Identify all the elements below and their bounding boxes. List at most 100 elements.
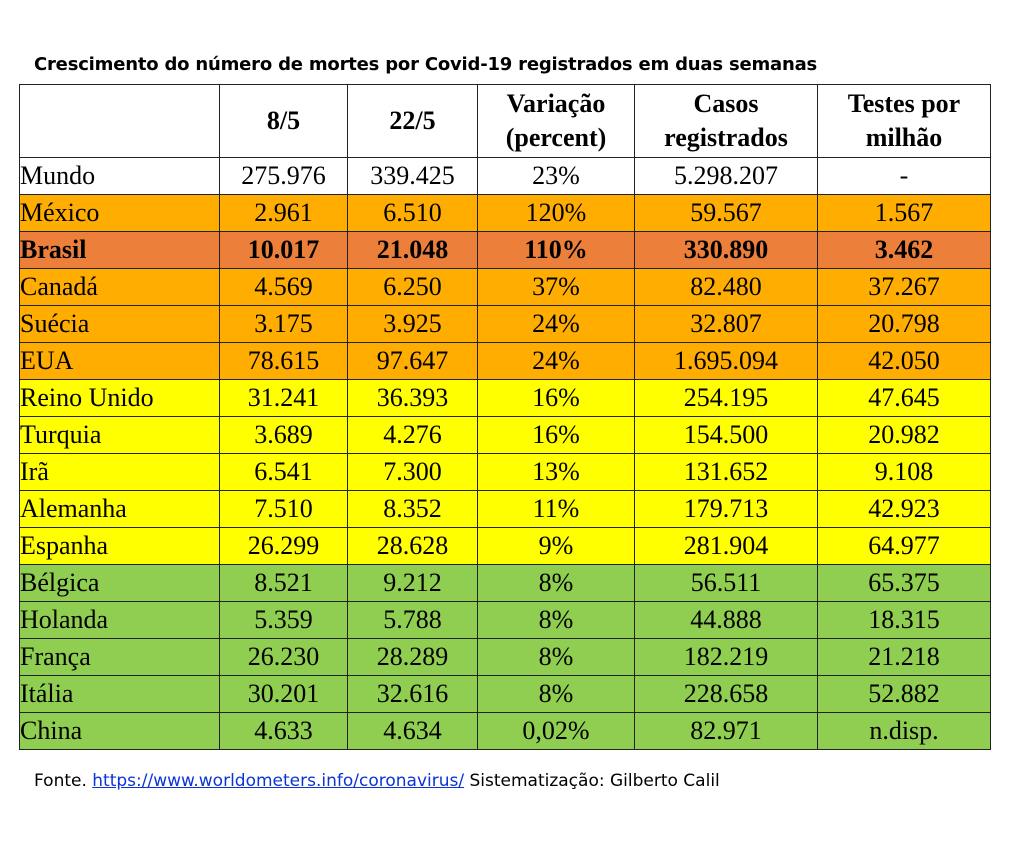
header-variation: Variação (percent) (477, 84, 635, 158)
table-row: China 4.633 4.634 0,02% 82.971 n.disp. (19, 712, 991, 750)
cell-country: Alemanha (19, 490, 220, 528)
cell-country: França (19, 638, 220, 676)
cell-country: Mundo (19, 157, 220, 195)
cell-cases: 154.500 (634, 416, 818, 454)
cell-variation: 24% (477, 305, 635, 343)
cell-deaths-22-5: 28.628 (347, 527, 478, 565)
table-row: Canadá 4.569 6.250 37% 82.480 37.267 (19, 268, 991, 306)
cell-variation: 11% (477, 490, 635, 528)
covid-deaths-table: 8/5 22/5 Variação (percent) Casos regist… (19, 84, 991, 750)
cell-country: Canadá (19, 268, 220, 306)
cell-deaths-22-5: 3.925 (347, 305, 478, 343)
cell-tests: 1.567 (817, 194, 991, 232)
cell-deaths-22-5: 9.212 (347, 564, 478, 602)
source-prefix: Fonte. (34, 771, 93, 791)
cell-tests: 37.267 (817, 268, 991, 306)
cell-variation: 16% (477, 379, 635, 417)
cell-tests: 64.977 (817, 527, 991, 565)
cell-variation: 16% (477, 416, 635, 454)
cell-deaths-8-5: 3.175 (219, 305, 348, 343)
cell-deaths-22-5: 7.300 (347, 453, 478, 491)
cell-deaths-8-5: 78.615 (219, 342, 348, 380)
cell-deaths-22-5: 339.425 (347, 157, 478, 195)
cell-deaths-8-5: 3.689 (219, 416, 348, 454)
cell-variation: 13% (477, 453, 635, 491)
cell-cases: 32.807 (634, 305, 818, 343)
header-tests: Testes por milhão (817, 84, 991, 158)
table-row: Itália 30.201 32.616 8% 228.658 52.882 (19, 675, 991, 713)
cell-deaths-8-5: 275.976 (219, 157, 348, 195)
cell-variation: 120% (477, 194, 635, 232)
cell-deaths-22-5: 5.788 (347, 601, 478, 639)
cell-variation: 24% (477, 342, 635, 380)
cell-country: Reino Unido (19, 379, 220, 417)
cell-cases: 56.511 (634, 564, 818, 602)
cell-cases: 281.904 (634, 527, 818, 565)
cell-deaths-8-5: 4.569 (219, 268, 348, 306)
cell-country: Brasil (19, 231, 220, 269)
cell-deaths-8-5: 4.633 (219, 712, 348, 750)
cell-country: China (19, 712, 220, 750)
cell-deaths-22-5: 6.250 (347, 268, 478, 306)
cell-country: Holanda (19, 601, 220, 639)
cell-country: Suécia (19, 305, 220, 343)
cell-deaths-22-5: 8.352 (347, 490, 478, 528)
header-date-8-5: 8/5 (219, 84, 348, 158)
cell-variation: 0,02% (477, 712, 635, 750)
cell-country: Espanha (19, 527, 220, 565)
cell-cases: 1.695.094 (634, 342, 818, 380)
cell-tests: 20.798 (817, 305, 991, 343)
cell-variation: 8% (477, 675, 635, 713)
cell-variation: 23% (477, 157, 635, 195)
cell-deaths-22-5: 6.510 (347, 194, 478, 232)
cell-deaths-8-5: 2.961 (219, 194, 348, 232)
page-title: Crescimento do número de mortes por Covi… (34, 54, 818, 75)
cell-tests: - (817, 157, 991, 195)
cell-deaths-22-5: 28.289 (347, 638, 478, 676)
cell-cases: 228.658 (634, 675, 818, 713)
table-row: França 26.230 28.289 8% 182.219 21.218 (19, 638, 991, 676)
cell-cases: 82.971 (634, 712, 818, 750)
cell-cases: 44.888 (634, 601, 818, 639)
cell-deaths-8-5: 8.521 (219, 564, 348, 602)
cell-variation: 110% (477, 231, 635, 269)
header-country (19, 84, 220, 158)
cell-cases: 330.890 (634, 231, 818, 269)
cell-deaths-22-5: 4.634 (347, 712, 478, 750)
table-row: Bélgica 8.521 9.212 8% 56.511 65.375 (19, 564, 991, 602)
cell-deaths-22-5: 97.647 (347, 342, 478, 380)
source-note: Fonte. https://www.worldometers.info/cor… (34, 771, 720, 791)
table-row: México 2.961 6.510 120% 59.567 1.567 (19, 194, 991, 232)
cell-tests: n.disp. (817, 712, 991, 750)
cell-deaths-22-5: 36.393 (347, 379, 478, 417)
cell-country: Bélgica (19, 564, 220, 602)
cell-country: México (19, 194, 220, 232)
cell-country: Itália (19, 675, 220, 713)
cell-cases: 182.219 (634, 638, 818, 676)
source-link[interactable]: https://www.worldometers.info/coronaviru… (92, 771, 465, 791)
cell-cases: 254.195 (634, 379, 818, 417)
cell-country: Turquia (19, 416, 220, 454)
cell-tests: 9.108 (817, 453, 991, 491)
cell-deaths-8-5: 5.359 (219, 601, 348, 639)
table-row: Turquia 3.689 4.276 16% 154.500 20.982 (19, 416, 991, 454)
cell-tests: 65.375 (817, 564, 991, 602)
table-row: Holanda 5.359 5.788 8% 44.888 18.315 (19, 601, 991, 639)
cell-cases: 82.480 (634, 268, 818, 306)
cell-variation: 37% (477, 268, 635, 306)
cell-cases: 59.567 (634, 194, 818, 232)
cell-deaths-8-5: 31.241 (219, 379, 348, 417)
cell-deaths-8-5: 7.510 (219, 490, 348, 528)
cell-cases: 179.713 (634, 490, 818, 528)
table-row: Alemanha 7.510 8.352 11% 179.713 42.923 (19, 490, 991, 528)
cell-tests: 42.923 (817, 490, 991, 528)
cell-deaths-22-5: 4.276 (347, 416, 478, 454)
cell-country: EUA (19, 342, 220, 380)
cell-deaths-8-5: 26.299 (219, 527, 348, 565)
cell-tests: 20.982 (817, 416, 991, 454)
cell-deaths-8-5: 6.541 (219, 453, 348, 491)
cell-tests: 42.050 (817, 342, 991, 380)
cell-tests: 52.882 (817, 675, 991, 713)
cell-tests: 18.315 (817, 601, 991, 639)
cell-variation: 9% (477, 527, 635, 565)
